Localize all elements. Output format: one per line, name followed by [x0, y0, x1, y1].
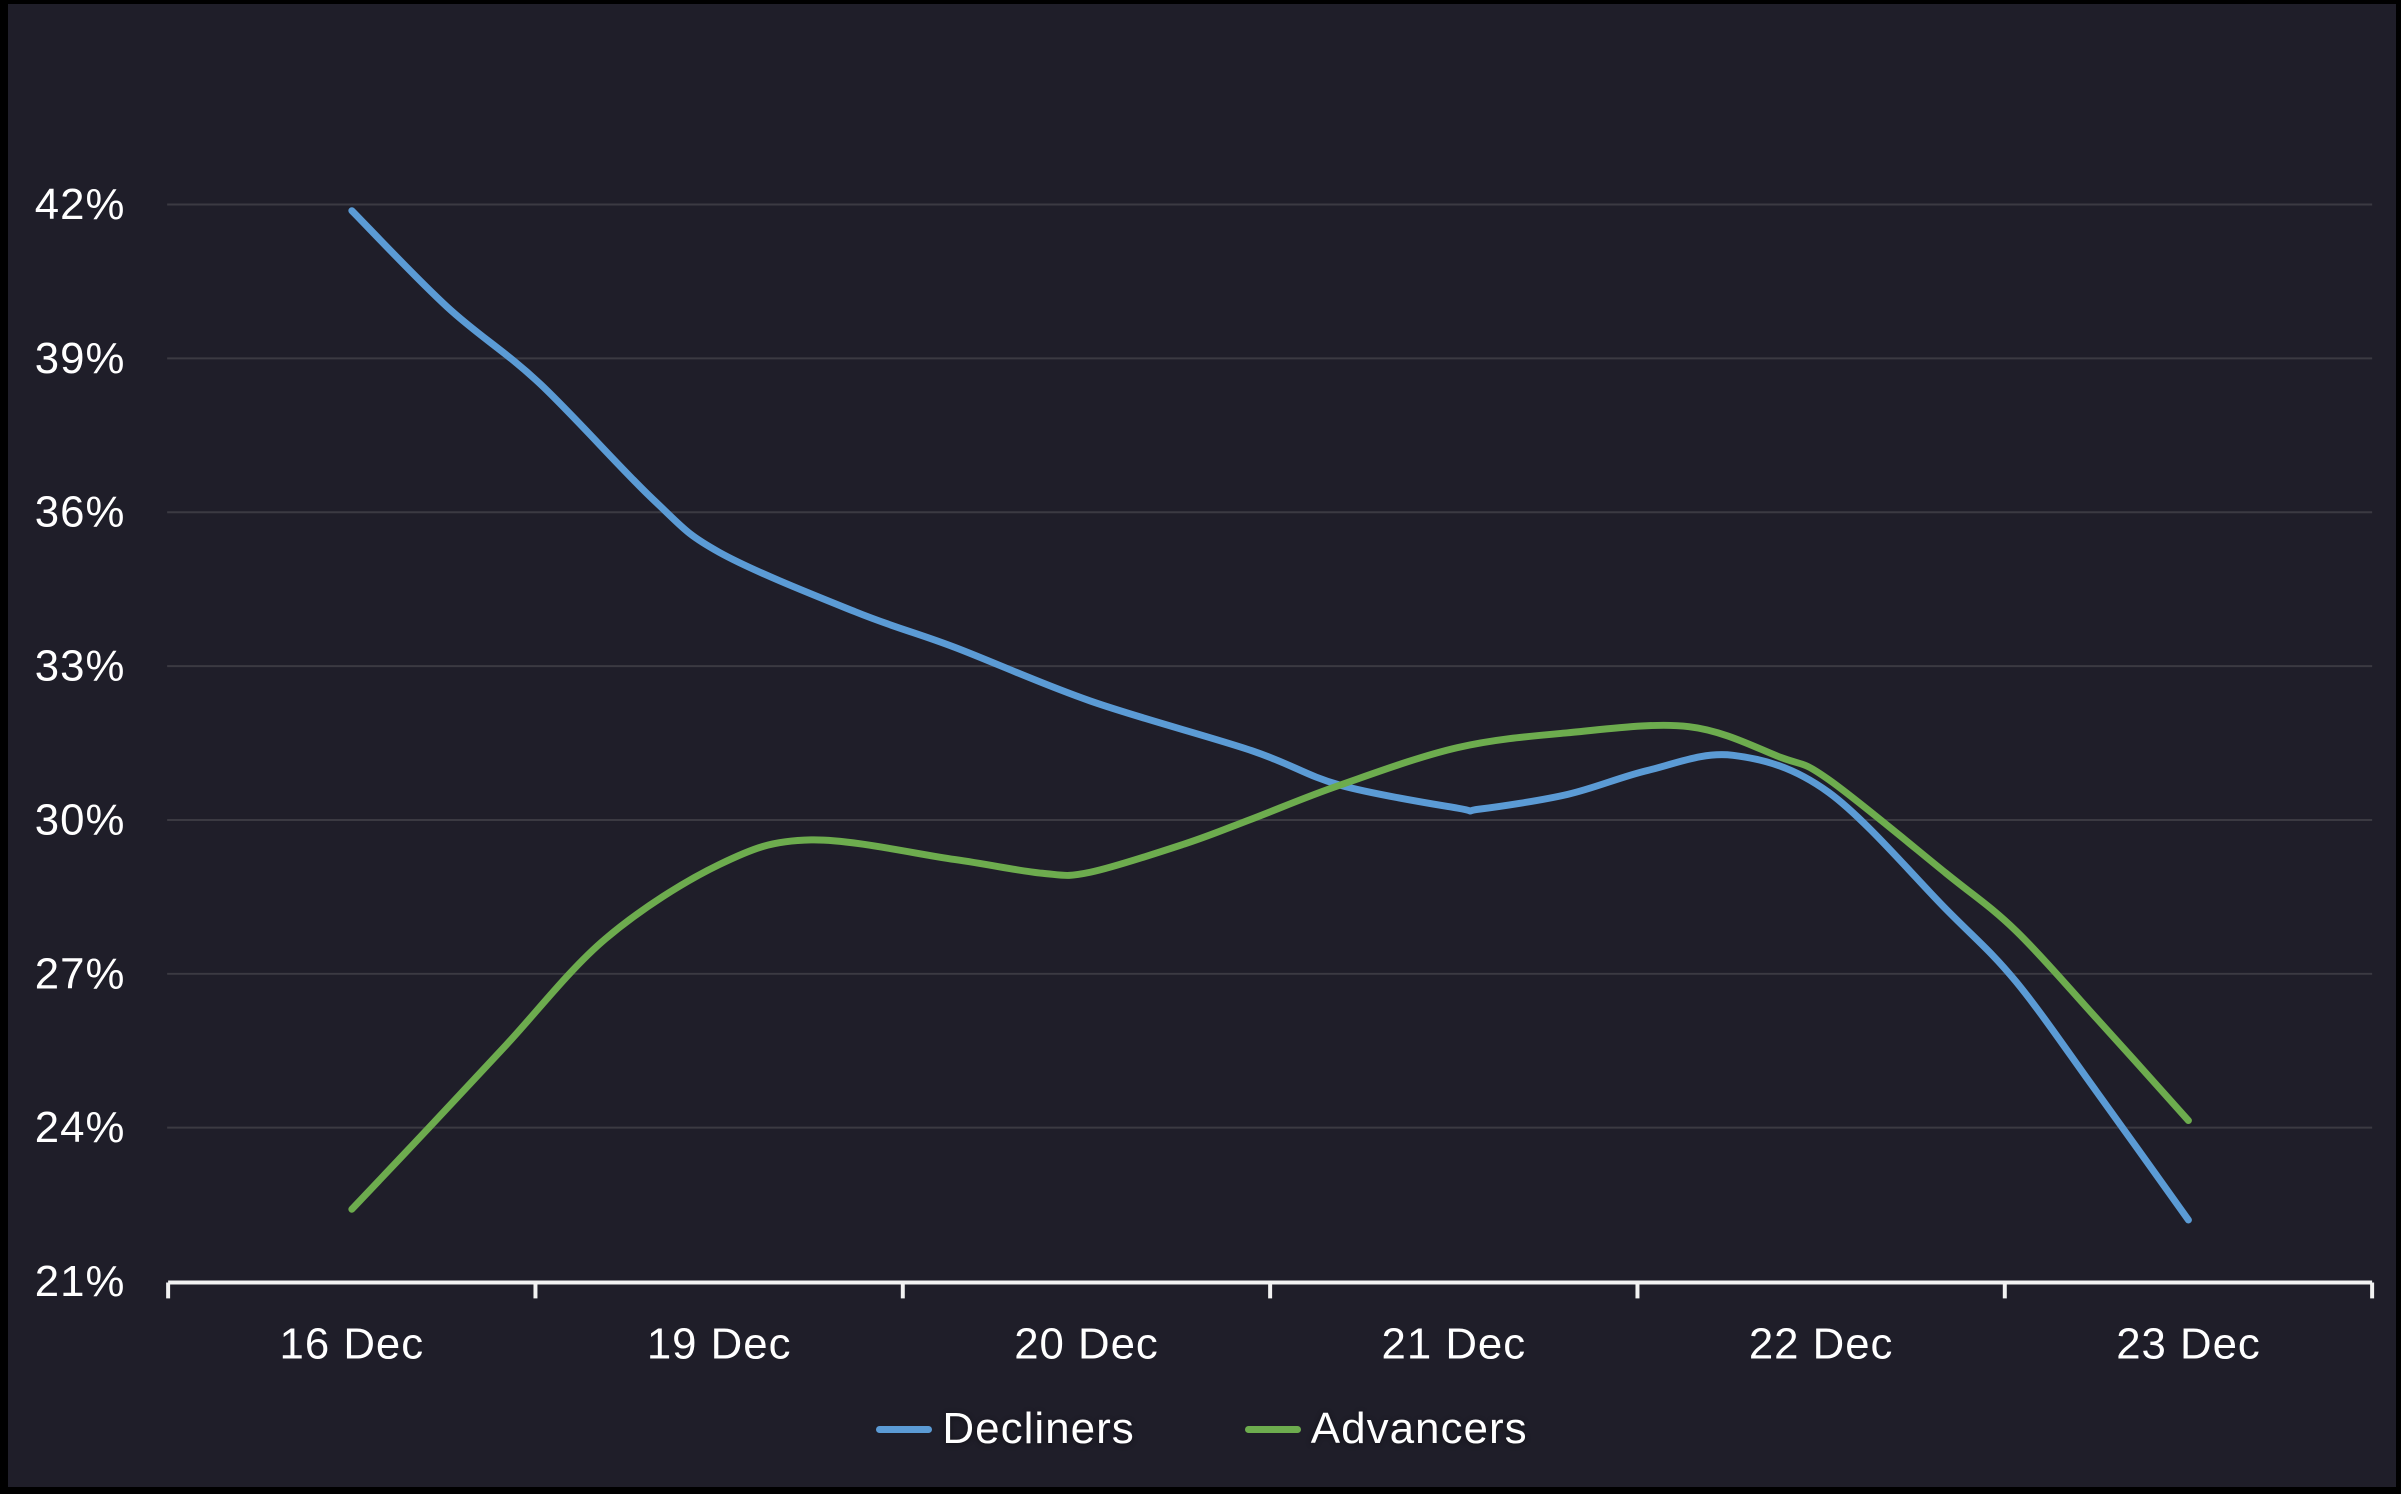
y-axis-label: 24%: [35, 1103, 126, 1152]
legend-label-advancers: Advancers: [1310, 1404, 1528, 1453]
legend-item-decliners[interactable]: Decliners: [876, 1404, 1134, 1454]
x-axis-label: 19 Dec: [647, 1320, 792, 1369]
chart-panel: 42% 39% 36% 33% 30% 27% 24% 21% 16 Dec 19 Dec 20 …: [8, 4, 2396, 1487]
y-axis-label: 33%: [35, 642, 126, 691]
decliners-line-swatch: [876, 1425, 933, 1433]
y-axis-label: 36%: [35, 488, 126, 537]
chart-canvas: 42% 39% 36% 33% 30% 27% 24% 21% 16 Dec 19 Dec 20 …: [35, 180, 2375, 1369]
y-axis-label: 42%: [35, 180, 126, 229]
x-axis-label: 16 Dec: [280, 1320, 425, 1369]
y-axis-label: 27%: [35, 949, 126, 998]
y-axis-labels: 42% 39% 36% 33% 30% 27% 24% 21%: [35, 180, 126, 1306]
x-axis: [166, 1280, 2375, 1299]
y-axis-label: 21%: [35, 1257, 126, 1306]
legend: Decliners Advancers: [8, 1404, 2396, 1454]
x-axis-labels: 16 Dec 19 Dec 20 Dec 21 Dec 22 Dec 23 Dec: [280, 1320, 2261, 1369]
x-axis-label: 23 Dec: [2116, 1320, 2261, 1369]
x-axis-label: 21 Dec: [1382, 1320, 1527, 1369]
y-gridlines: [167, 203, 2373, 1129]
x-axis-label: 22 Dec: [1749, 1320, 1894, 1369]
advancers-line-swatch: [1244, 1425, 1301, 1433]
legend-item-advancers[interactable]: Advancers: [1244, 1404, 1528, 1454]
series-lines: [348, 207, 2192, 1224]
legend-label-decliners: Decliners: [942, 1404, 1135, 1453]
y-axis-label: 39%: [35, 334, 126, 383]
series-line-advancers: [348, 721, 2192, 1213]
x-axis-label: 20 Dec: [1014, 1320, 1159, 1369]
series-line-decliners: [348, 207, 2192, 1224]
y-axis-label: 30%: [35, 795, 126, 844]
